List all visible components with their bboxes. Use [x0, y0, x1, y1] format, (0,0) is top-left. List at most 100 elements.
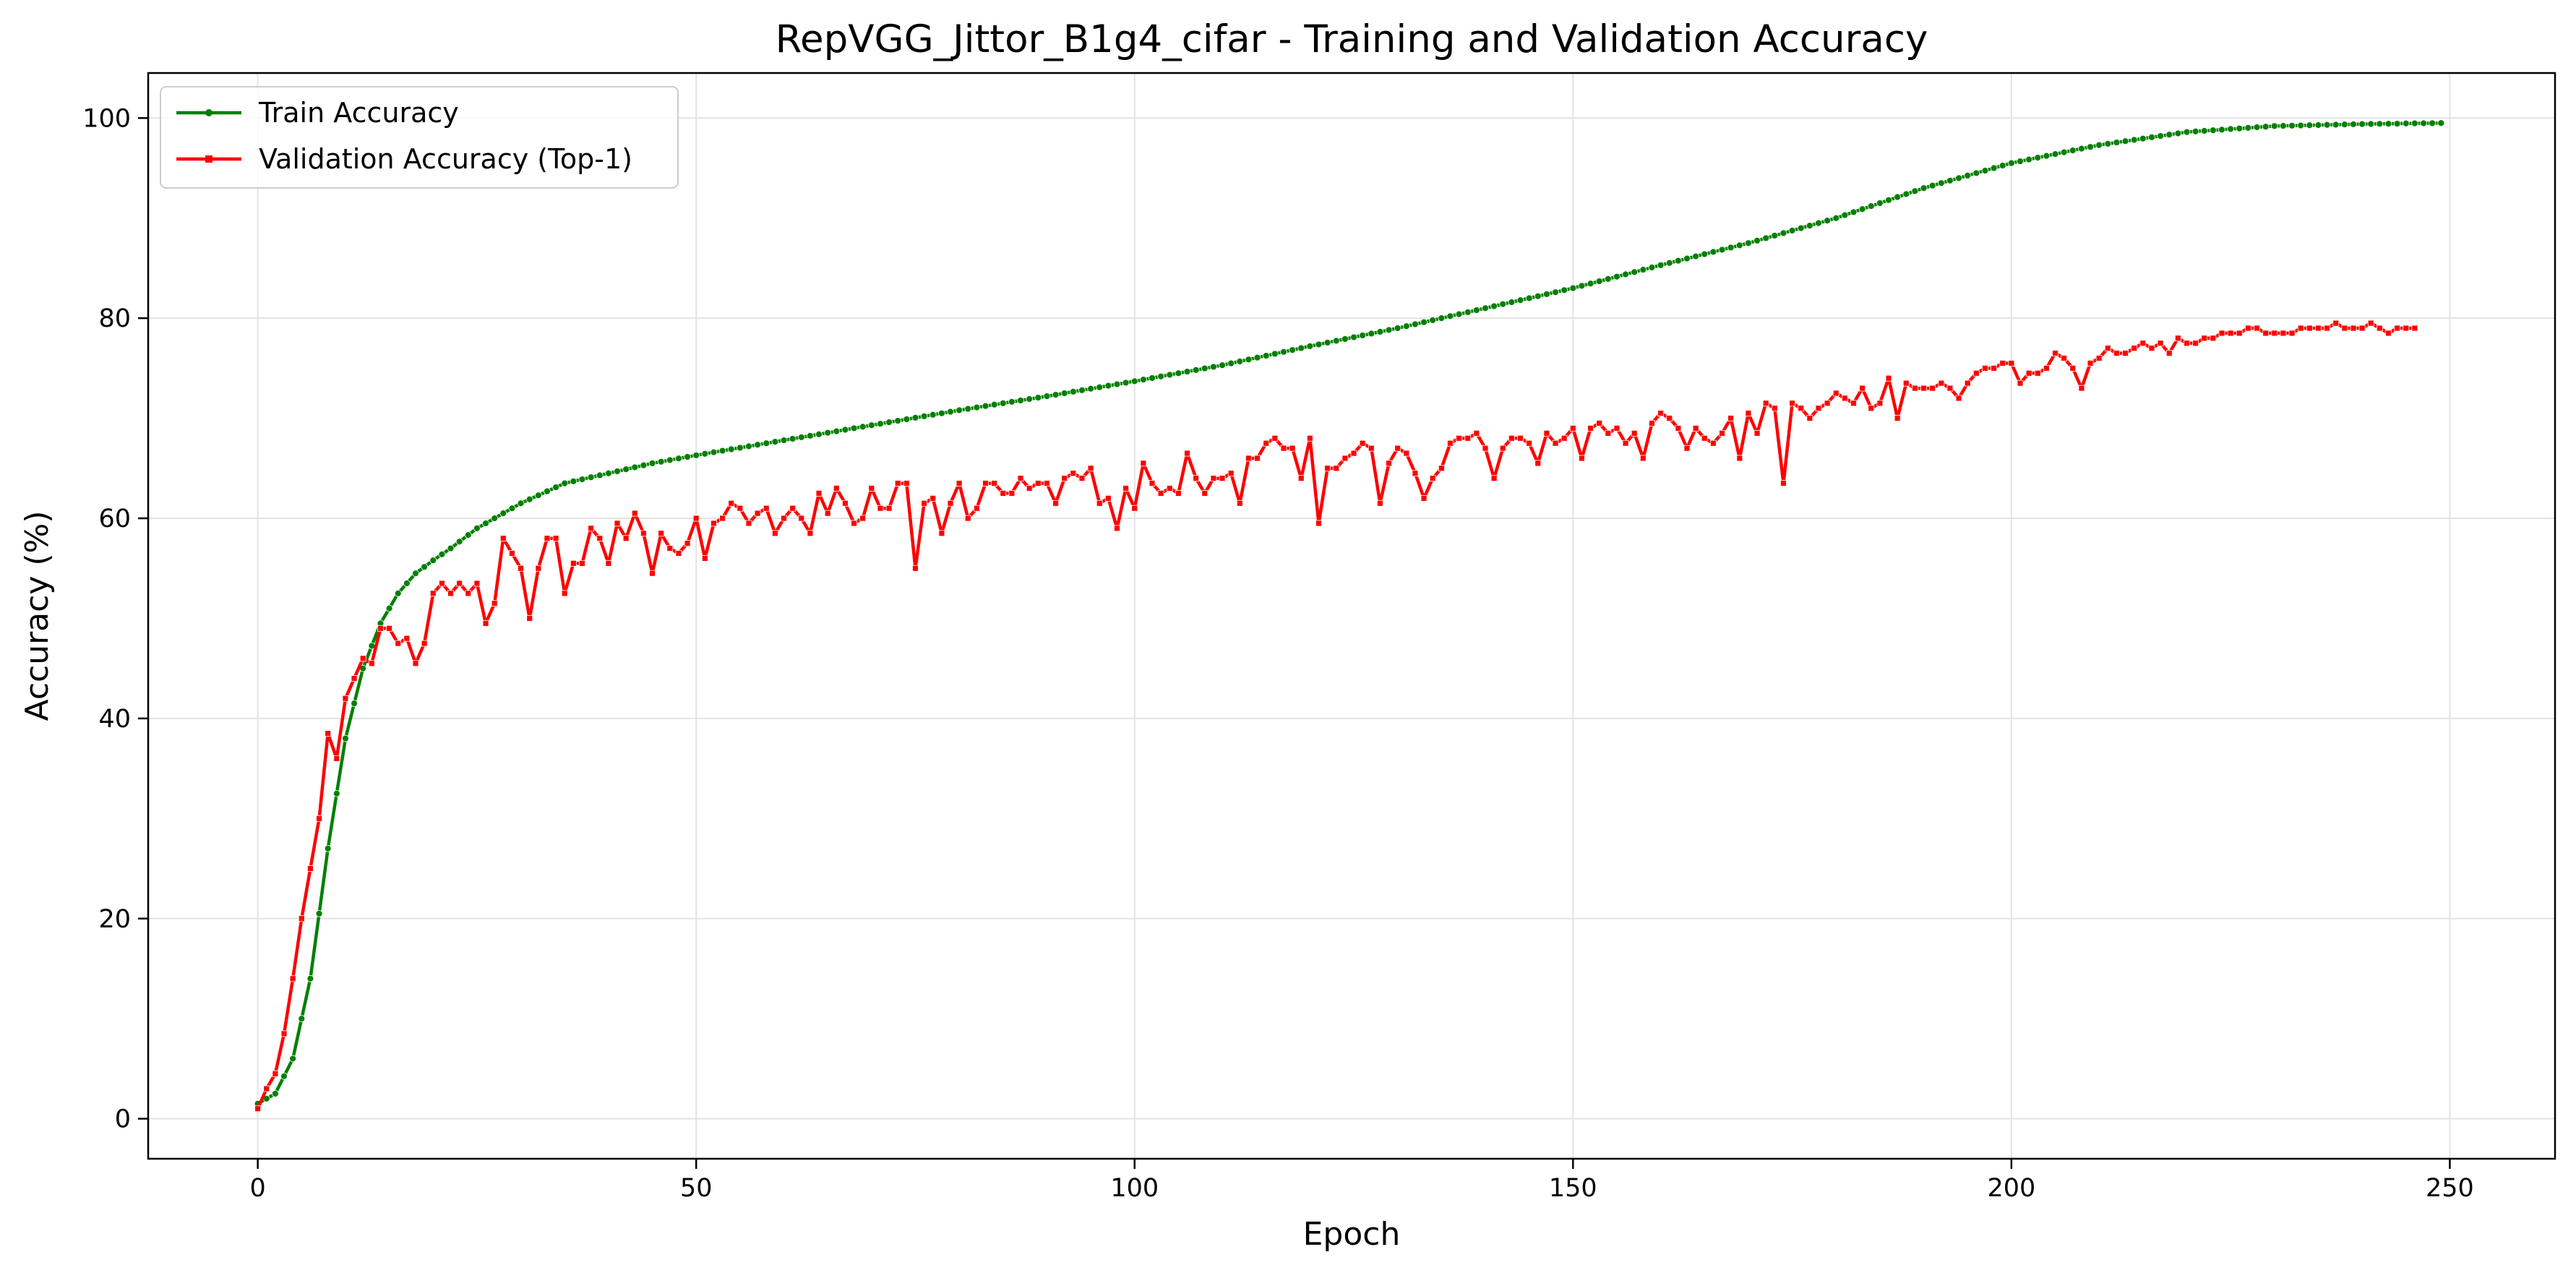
data-point [1438, 314, 1446, 322]
y-axis-title: Accuracy (%) [19, 510, 56, 721]
data-point [1622, 270, 1629, 278]
data-point [973, 403, 981, 411]
data-point [877, 505, 884, 512]
y-tick-label: 60 [98, 505, 131, 533]
data-point [2262, 123, 2270, 131]
data-point [1798, 405, 1805, 412]
data-point [1613, 425, 1620, 432]
data-point [701, 555, 708, 562]
data-point [342, 734, 349, 742]
data-point [1876, 200, 1884, 207]
data-point [1674, 257, 1682, 265]
data-point [1183, 368, 1191, 375]
data-point [1981, 167, 1989, 174]
data-point [1912, 385, 1918, 392]
data-point [1271, 350, 1279, 358]
data-point [1297, 475, 1305, 482]
data-point [1797, 224, 1805, 232]
data-point [263, 1085, 270, 1092]
data-point [1341, 455, 1349, 462]
data-point [728, 499, 735, 507]
x-tick-label: 150 [1549, 1174, 1597, 1203]
data-point [1902, 190, 1910, 198]
data-point [947, 408, 954, 416]
data-point [1552, 288, 1559, 296]
data-point [1201, 364, 1208, 372]
data-point [2324, 325, 2330, 332]
data-point [1595, 278, 1603, 285]
data-point [570, 559, 577, 567]
data-point [640, 530, 647, 537]
chart-title: RepVGG_Jittor_B1g4_cifar - Training and … [776, 17, 1928, 61]
data-point [1377, 499, 1383, 507]
data-point [2358, 120, 2366, 128]
data-point [2113, 350, 2120, 357]
data-point [1569, 284, 1577, 292]
data-point [2437, 119, 2445, 127]
data-point [2280, 122, 2287, 129]
data-point [1359, 439, 1366, 447]
data-point [1946, 385, 1954, 392]
data-point [2131, 345, 2138, 352]
data-point [1657, 410, 1665, 417]
data-point [982, 402, 989, 410]
data-point [1210, 363, 1217, 371]
data-point [2052, 350, 2058, 357]
data-point [1719, 429, 1725, 437]
data-point [1815, 219, 1822, 227]
data-point [1543, 291, 1550, 298]
data-point [1069, 388, 1077, 395]
data-point [912, 565, 919, 572]
data-point [1727, 244, 1735, 252]
data-point [534, 492, 542, 499]
data-point [456, 580, 463, 587]
data-point [1429, 475, 1436, 482]
data-point [2148, 133, 2155, 141]
x-tick-label: 0 [249, 1174, 265, 1203]
data-point [1526, 439, 1533, 447]
data-point [631, 510, 638, 517]
data-point [1841, 395, 1848, 402]
data-point [640, 461, 648, 469]
data-point [692, 451, 700, 459]
data-point [885, 419, 893, 426]
data-point [1376, 328, 1384, 335]
data-point [2051, 150, 2059, 158]
data-point [2184, 340, 2190, 347]
data-point [1560, 286, 1568, 294]
data-point [525, 495, 533, 503]
data-point [1201, 490, 1208, 497]
data-point [1412, 320, 1419, 328]
data-point [2043, 364, 2050, 372]
data-point [421, 640, 428, 647]
data-point [1998, 162, 2006, 169]
legend-swatch-val-marker [205, 155, 212, 163]
data-point [1964, 379, 1971, 387]
data-point [964, 515, 971, 522]
data-point [1438, 465, 1445, 472]
data-point [324, 844, 332, 852]
data-point [1008, 398, 1016, 406]
data-point [1946, 176, 1954, 184]
data-point [990, 400, 998, 408]
data-point [1008, 490, 1016, 497]
data-point [1000, 490, 1007, 497]
data-point [982, 480, 989, 486]
data-point [1315, 520, 1322, 527]
data-point [403, 635, 411, 642]
data-point [1789, 400, 1795, 407]
data-point [807, 530, 814, 537]
data-point [1227, 359, 1235, 367]
data-point [1130, 377, 1138, 385]
data-point [2087, 143, 2094, 151]
data-point [1131, 505, 1138, 512]
data-point [1534, 292, 1542, 300]
legend-label-train: Train Accuracy [258, 97, 459, 129]
data-point [710, 520, 717, 527]
data-point [351, 700, 358, 708]
data-point [1929, 385, 1936, 392]
data-point [1359, 332, 1367, 339]
data-point [614, 520, 621, 527]
data-point [1569, 425, 1576, 432]
data-point [508, 505, 516, 513]
